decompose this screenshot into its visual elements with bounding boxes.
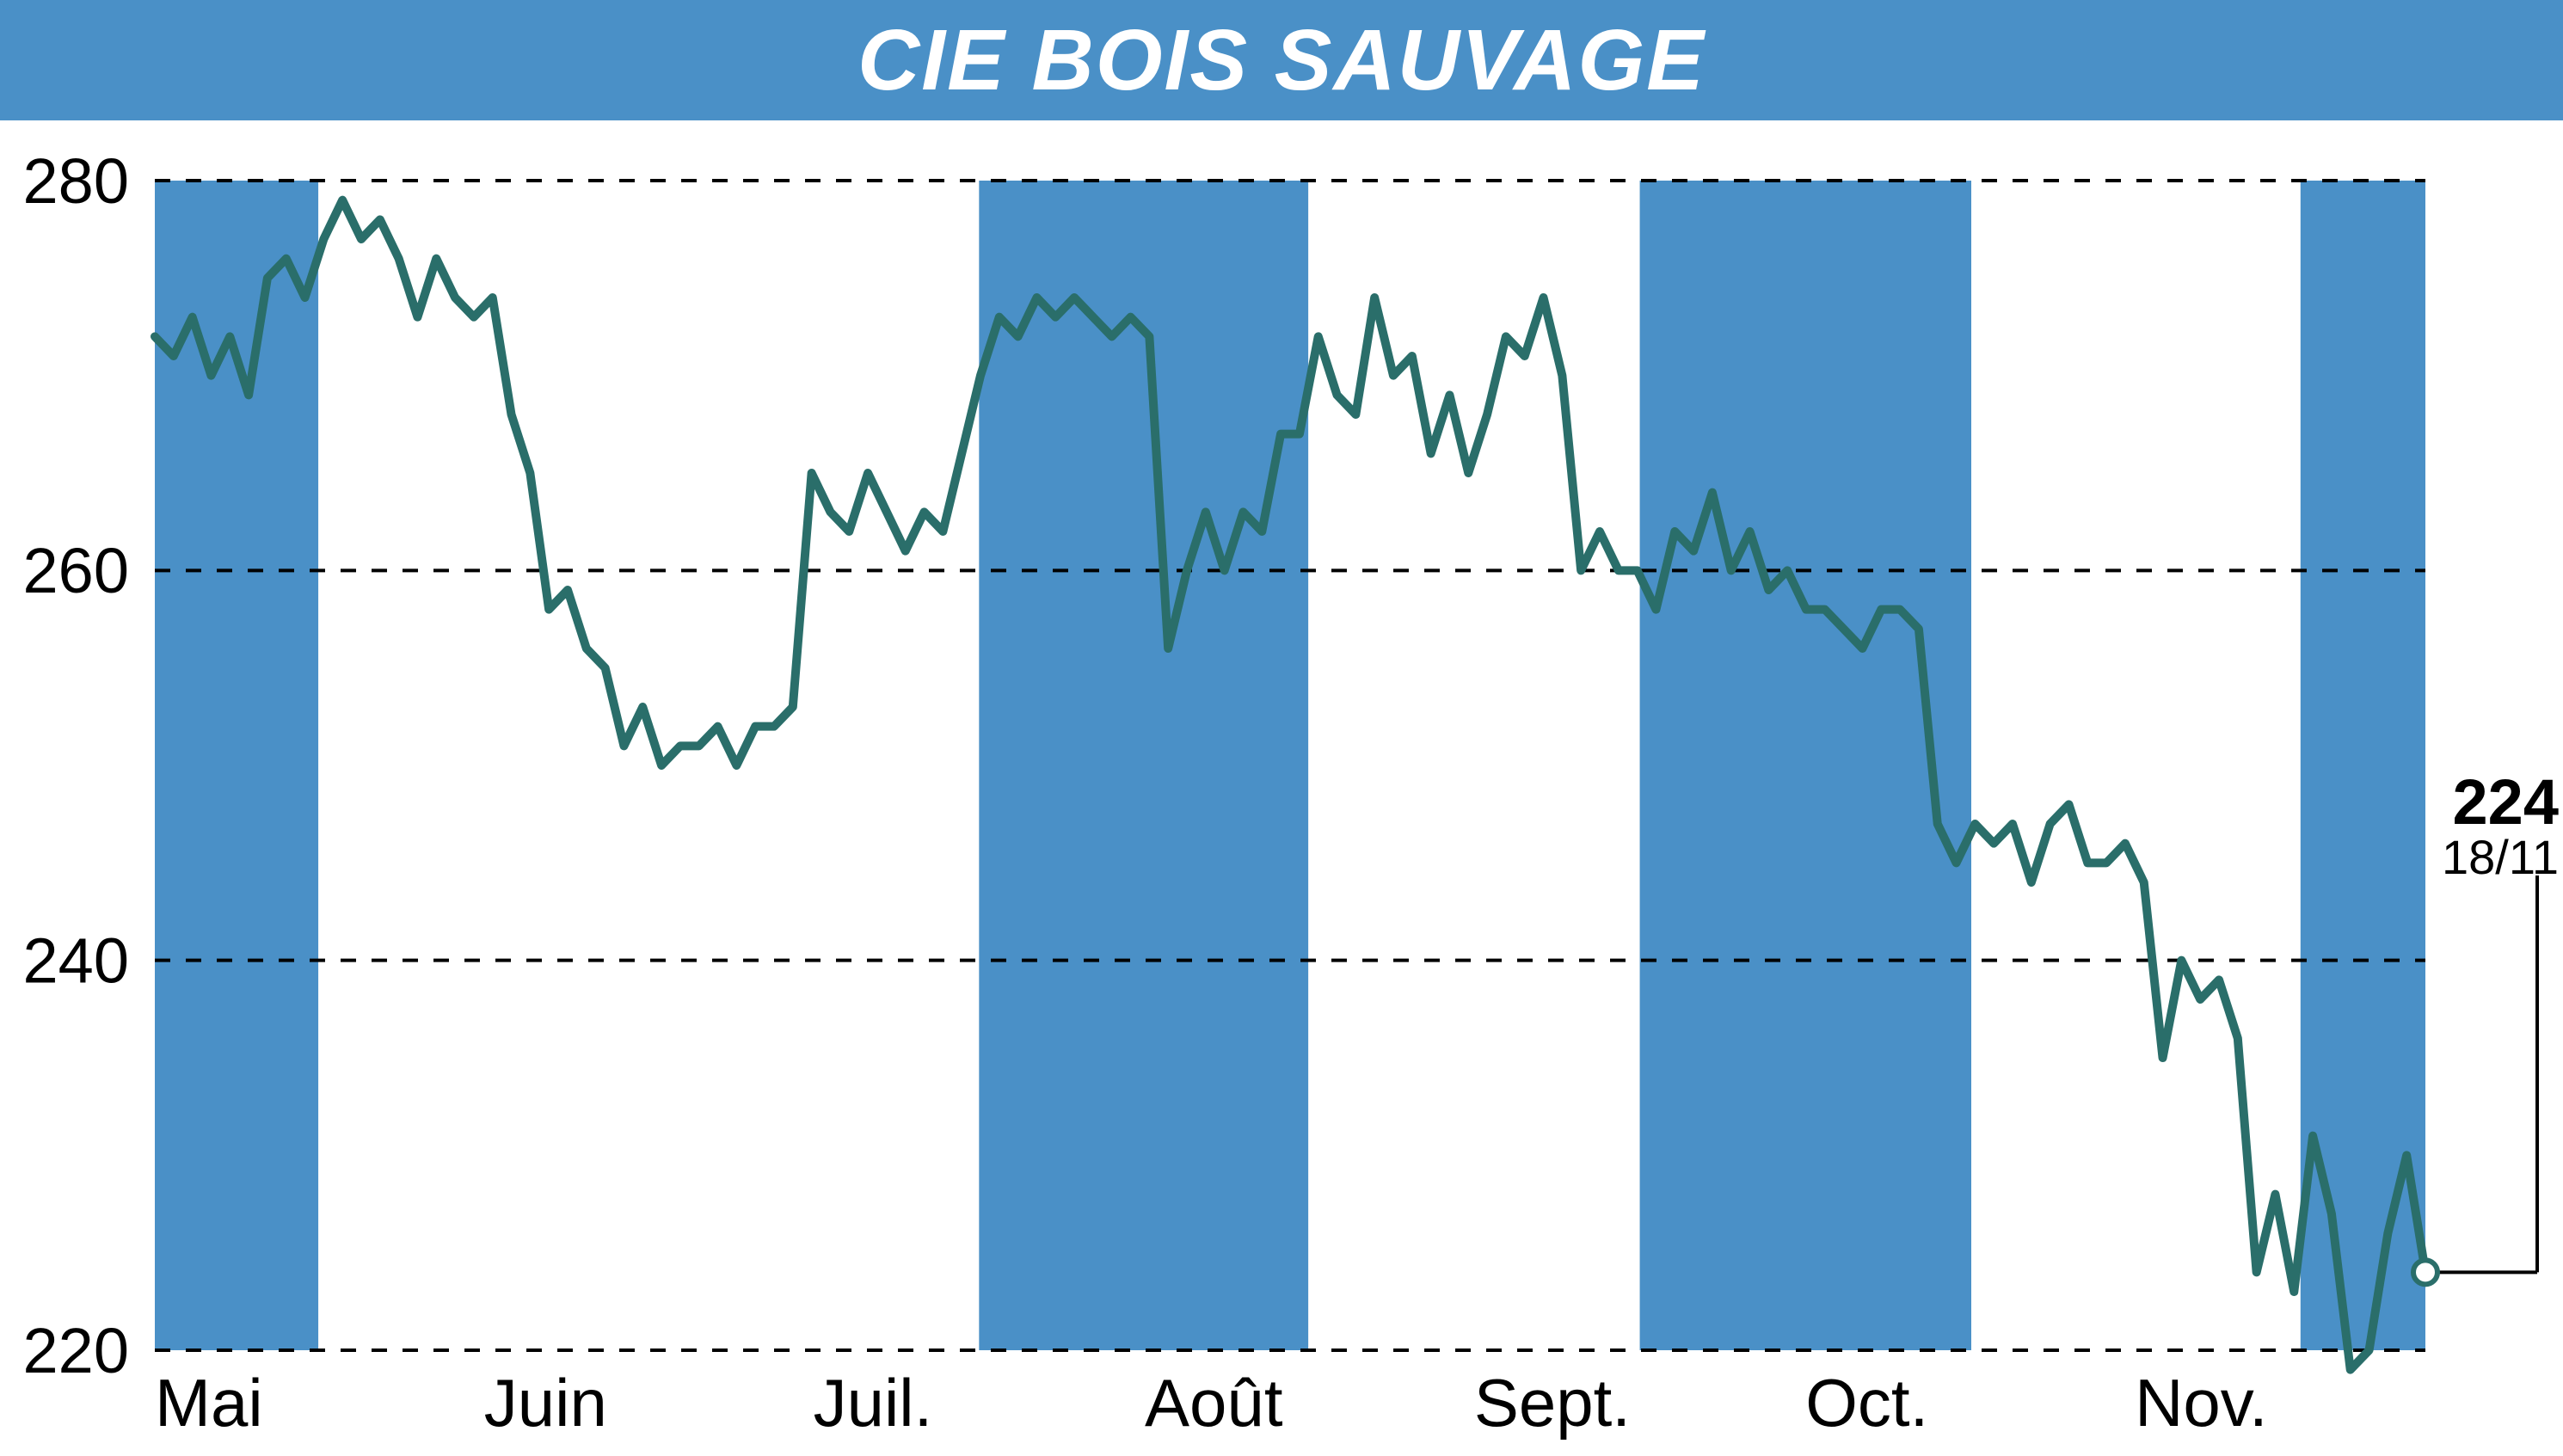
x-tick-label: Mai xyxy=(155,1365,263,1441)
month-band xyxy=(1640,181,1971,1350)
endpoint-value: 224 xyxy=(2453,766,2559,838)
month-band xyxy=(979,181,1308,1350)
x-tick-label: Nov. xyxy=(2135,1365,2268,1441)
chart-title: CIE BOIS SAUVAGE xyxy=(857,11,1706,110)
endpoint-date: 18/11 xyxy=(2442,830,2559,884)
chart-container: CIE BOIS SAUVAGE 220 240 260 280 Mai Juin Juil… xyxy=(0,0,2563,1456)
x-tick-label: Juil. xyxy=(814,1365,933,1441)
title-bar: CIE BOIS SAUVAGE xyxy=(0,0,2563,120)
x-tick-label: Juin xyxy=(484,1365,607,1441)
y-tick-label: 280 xyxy=(23,145,129,217)
x-tick-label: Oct. xyxy=(1805,1365,1928,1441)
y-tick-label: 220 xyxy=(23,1315,129,1386)
y-tick-label: 240 xyxy=(23,925,129,997)
y-tick-label: 260 xyxy=(23,535,129,606)
price-line-chart: 220 240 260 280 Mai Juin Juil. Août Sept. Oct. Nov… xyxy=(0,120,2563,1456)
x-tick-label: Août xyxy=(1145,1365,1283,1441)
x-tick-label: Sept. xyxy=(1474,1365,1631,1441)
endpoint-marker xyxy=(2413,1260,2437,1284)
chart-area: 220 240 260 280 Mai Juin Juil. Août Sept. Oct. Nov… xyxy=(0,120,2563,1456)
